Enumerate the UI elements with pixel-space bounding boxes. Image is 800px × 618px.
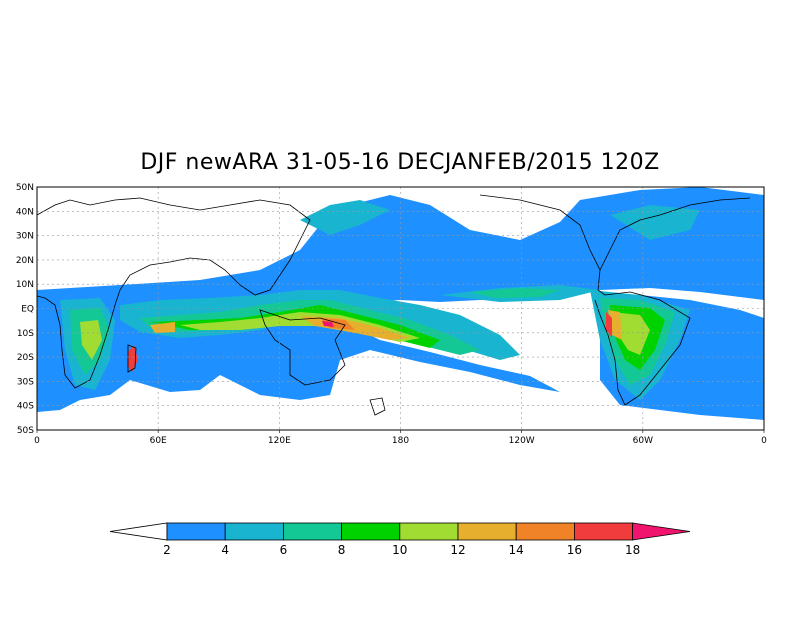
lon-label: 0 xyxy=(34,436,40,446)
colorbar-label: 16 xyxy=(567,543,582,557)
lat-label: 50S xyxy=(17,426,34,436)
lon-axis-labels: 0 60E 120E 180 120W 60W 0 xyxy=(34,436,767,446)
colorbar-max-arrow xyxy=(632,522,691,541)
colorbar-label: 8 xyxy=(338,543,346,557)
colorbar-labels: 2 4 6 8 10 12 14 16 18 xyxy=(163,543,640,557)
lat-axis-labels: 50N 40N 30N 20N 10N EQ 10S 20S 30S 40S 50S xyxy=(16,183,34,436)
colorbar-min-arrow xyxy=(109,522,168,541)
lon-label: 180 xyxy=(392,436,409,446)
lat-label: 50N xyxy=(16,183,34,193)
colorbar-swatch xyxy=(224,522,284,541)
lat-label: EQ xyxy=(21,305,34,315)
lon-label: 60W xyxy=(633,436,653,446)
colorbar-swatch xyxy=(166,522,226,541)
lat-label: 30N xyxy=(16,232,34,242)
colorbar-swatch xyxy=(341,522,401,541)
lat-label: 10N xyxy=(16,280,34,290)
lat-label: 30S xyxy=(17,377,34,387)
colorbar-swatch xyxy=(457,522,517,541)
lat-label: 10S xyxy=(17,329,34,339)
lat-label: 40N xyxy=(16,207,34,217)
lon-label: 60E xyxy=(150,436,167,446)
colorbar xyxy=(109,522,691,541)
lat-label: 40S xyxy=(17,402,34,412)
lat-label: 20S xyxy=(17,353,34,363)
colorbar-swatch xyxy=(399,522,459,541)
colorbar-swatch xyxy=(574,522,634,541)
lon-label: 120W xyxy=(509,436,535,446)
colorbar-label: 12 xyxy=(450,543,465,557)
lon-label: 0 xyxy=(761,436,767,446)
colorbar-label: 10 xyxy=(392,543,407,557)
colorbar-swatch xyxy=(515,522,575,541)
lat-label: 20N xyxy=(16,256,34,266)
map-grid xyxy=(36,187,765,433)
colorbar-label: 4 xyxy=(221,543,229,557)
colorbar-label: 14 xyxy=(509,543,524,557)
map-frame xyxy=(36,186,765,431)
colorbar-label: 18 xyxy=(625,543,640,557)
colorbar-swatch xyxy=(282,522,342,541)
colorbar-label: 6 xyxy=(280,543,288,557)
coastlines xyxy=(37,194,751,416)
lon-label: 120E xyxy=(268,436,291,446)
colorbar-label: 2 xyxy=(163,543,171,557)
precip-field xyxy=(37,187,764,420)
map-title: DJF newARA 31-05-16 DECJANFEB/2015 120Z xyxy=(140,150,660,175)
